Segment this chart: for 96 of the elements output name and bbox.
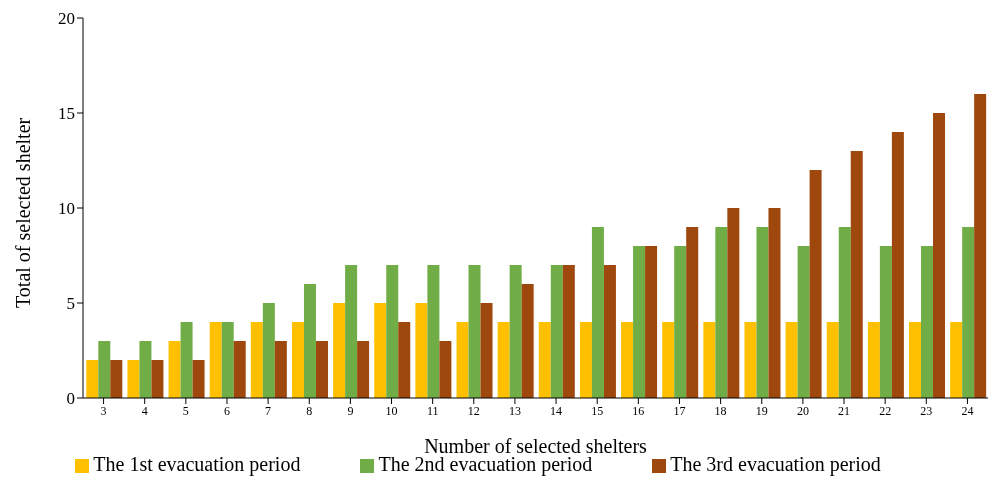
- y-axis-title: Total of selected shelter: [12, 117, 35, 308]
- bar: [521, 284, 534, 398]
- y-tick-label: 10: [58, 199, 75, 219]
- bar: [744, 322, 757, 398]
- bar: [974, 94, 987, 398]
- x-tick-label: 13: [508, 403, 521, 418]
- y-tick-label: 15: [58, 104, 75, 124]
- bar: [715, 227, 728, 398]
- bar: [727, 208, 740, 398]
- bar: [867, 322, 880, 398]
- bar: [756, 227, 769, 398]
- x-tick-label: 19: [755, 403, 768, 418]
- bar: [110, 360, 123, 398]
- x-tick-label: 12: [467, 403, 480, 418]
- x-tick-label: 3: [100, 403, 107, 418]
- bar: [151, 360, 164, 398]
- bar: [209, 322, 222, 398]
- x-tick-label: 20: [796, 403, 809, 418]
- bar: [950, 322, 963, 398]
- x-tick-label: 4: [141, 403, 148, 418]
- bar: [291, 322, 304, 398]
- bar: [303, 284, 316, 398]
- bar: [703, 322, 716, 398]
- bar: [262, 303, 275, 398]
- bar: [962, 227, 975, 398]
- bar: [86, 360, 99, 398]
- y-tick-label: 5: [66, 294, 75, 314]
- bar: [909, 322, 922, 398]
- bar: [250, 322, 263, 398]
- bar: [891, 132, 904, 398]
- legend-label: The 1st evacuation period: [93, 453, 301, 475]
- bar: [192, 360, 205, 398]
- bar: [538, 322, 551, 398]
- bar: [879, 246, 892, 398]
- x-tick-label: 22: [879, 403, 892, 418]
- bar: [933, 113, 946, 398]
- bar: [439, 341, 452, 398]
- y-tick-label: 20: [58, 9, 75, 29]
- bar: [797, 246, 810, 398]
- bar: [233, 341, 246, 398]
- bar: [333, 303, 346, 398]
- bar: [838, 227, 851, 398]
- bar: [826, 322, 839, 398]
- bar: [509, 265, 522, 398]
- bar: [374, 303, 387, 398]
- x-tick-label: 14: [550, 403, 563, 418]
- bar: [221, 322, 234, 398]
- bar: [785, 322, 798, 398]
- x-tick-label: 5: [182, 403, 189, 418]
- x-tick-label: 21: [838, 403, 851, 418]
- x-tick-label: 18: [714, 403, 727, 418]
- x-tick-label: 10: [385, 403, 398, 418]
- bar: [621, 322, 634, 398]
- x-tick-label: 6: [223, 403, 230, 418]
- bar: [674, 246, 687, 398]
- bar: [315, 341, 328, 398]
- bar: [168, 341, 181, 398]
- bar: [603, 265, 616, 398]
- bar: [579, 322, 592, 398]
- bar: [139, 341, 152, 398]
- bar: [480, 303, 493, 398]
- legend-label: The 3rd evacuation period: [670, 453, 881, 475]
- bar: [456, 322, 469, 398]
- bar: [662, 322, 675, 398]
- bar: [550, 265, 563, 398]
- bar: [357, 341, 370, 398]
- y-tick-label: 0: [66, 389, 75, 409]
- bar: [921, 246, 934, 398]
- x-tick-label: 11: [426, 403, 439, 418]
- x-tick-label: 15: [591, 403, 604, 418]
- bar: [686, 227, 699, 398]
- bar: [562, 265, 575, 398]
- bar: [768, 208, 781, 398]
- bar: [415, 303, 428, 398]
- x-tick-label: 8: [306, 403, 313, 418]
- bar: [345, 265, 358, 398]
- x-tick-label: 23: [920, 403, 933, 418]
- bar: [591, 227, 604, 398]
- x-tick-label: 16: [632, 403, 645, 418]
- bar: [468, 265, 481, 398]
- bar: [98, 341, 111, 398]
- bar: [127, 360, 140, 398]
- bar: [645, 246, 658, 398]
- x-tick-label: 9: [347, 403, 354, 418]
- bar: [398, 322, 411, 398]
- bar: [274, 341, 287, 398]
- bar: [386, 265, 399, 398]
- x-tick-label: 7: [265, 403, 272, 418]
- bar: [427, 265, 440, 398]
- bar: [809, 170, 822, 398]
- bar: [633, 246, 646, 398]
- bar: [850, 151, 863, 398]
- x-tick-label: 17: [673, 403, 686, 418]
- x-tick-label: 24: [961, 403, 974, 418]
- bar: [180, 322, 193, 398]
- bar: [497, 322, 510, 398]
